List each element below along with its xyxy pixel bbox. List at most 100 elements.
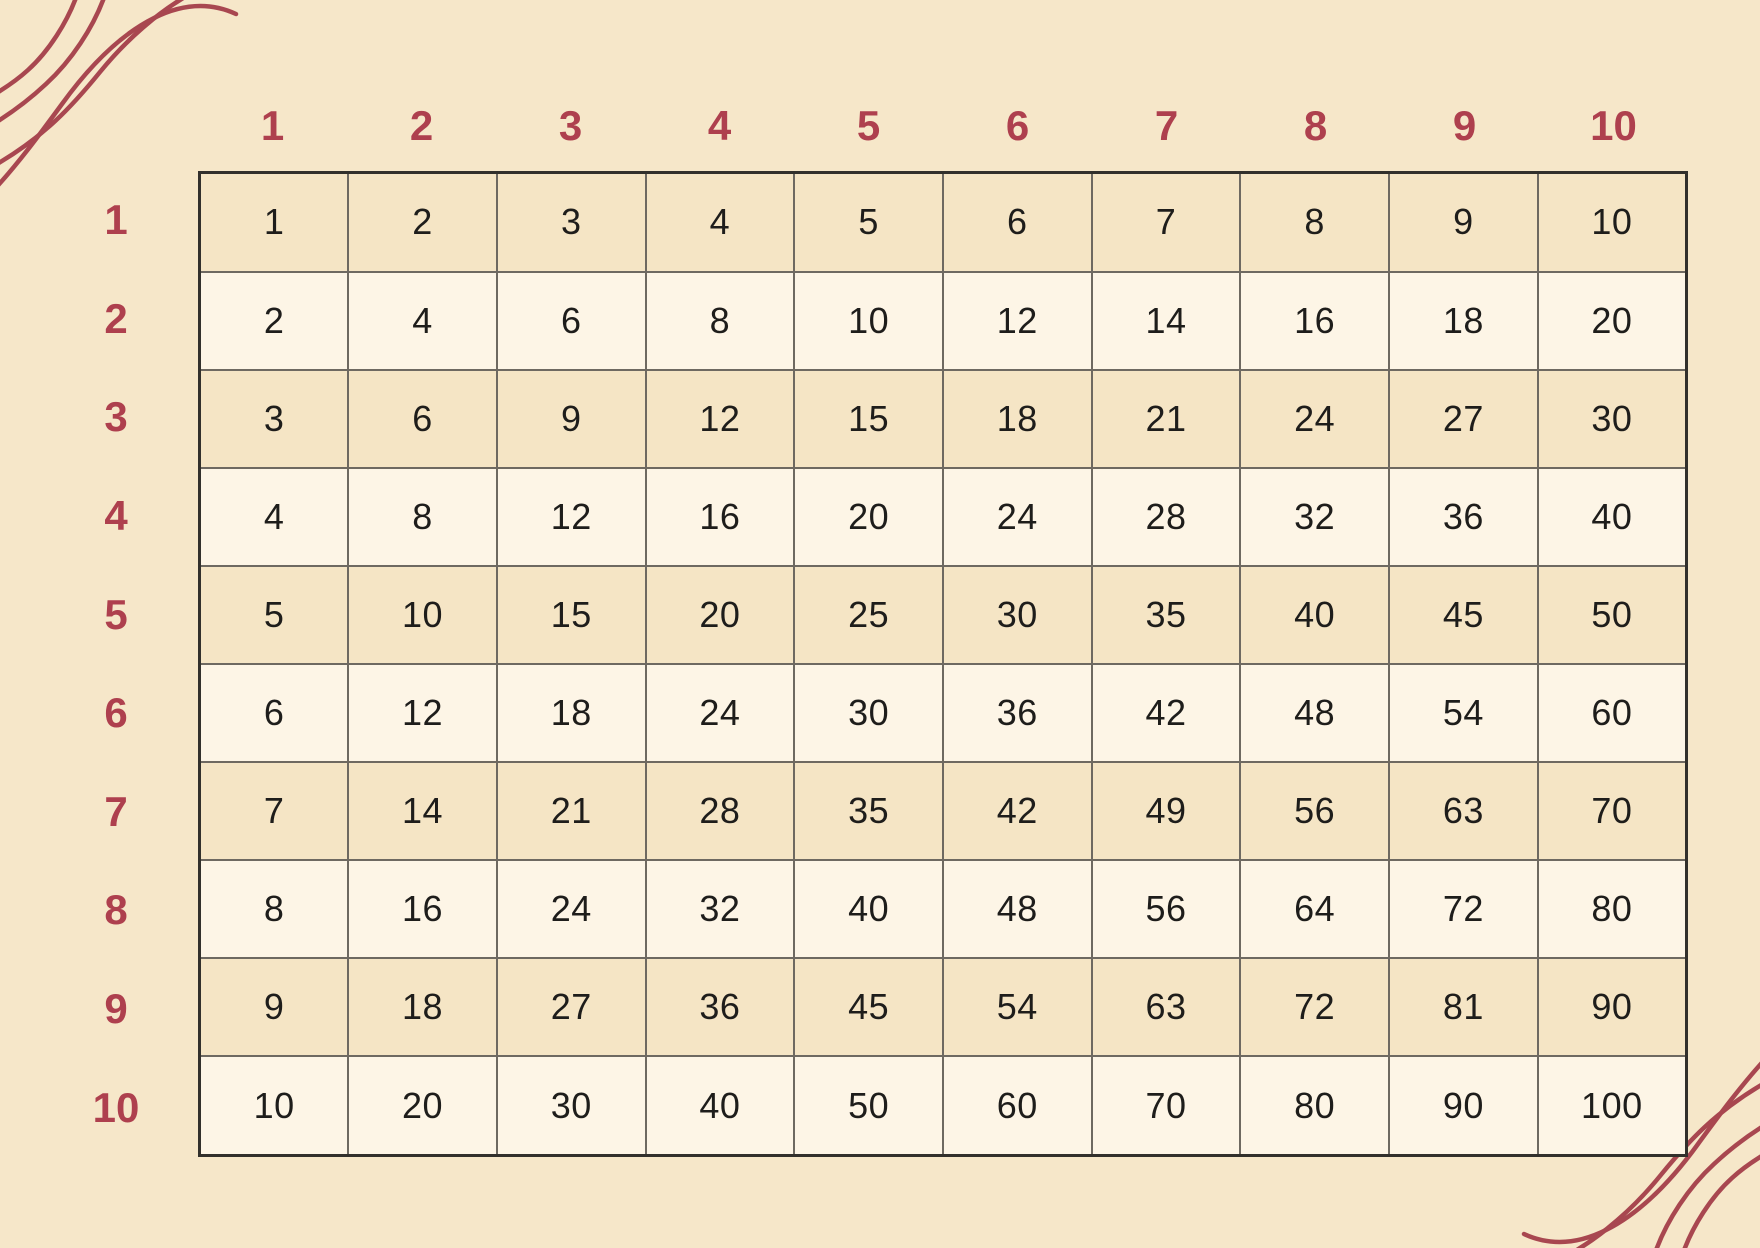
wavy-line [0,0,78,94]
table-cell: 14 [1090,270,1242,371]
row-header: 6 [104,689,128,737]
table-cell: 5 [198,564,350,665]
table-cell: 10 [1536,171,1688,273]
table-cell: 72 [1388,859,1539,960]
table-cell: 49 [1090,761,1242,862]
table-cell: 30 [941,564,1093,665]
table-cell: 12 [347,662,498,764]
table-cell: 90 [1388,1055,1539,1157]
table-cell: 32 [644,859,796,960]
table-cell: 70 [1090,1055,1242,1157]
table-cell: 7 [198,761,350,862]
table-cell: 10 [198,1055,350,1157]
column-header: 7 [1154,102,1179,149]
table-cell: 48 [1239,662,1390,764]
table-cell: 72 [1239,957,1390,1058]
table-cell: 30 [793,662,944,764]
table-cell: 60 [1536,662,1688,764]
table-cell: 2 [347,171,498,273]
table-cell: 20 [347,1055,498,1157]
row-header: 10 [92,1083,140,1131]
row-header: 4 [104,492,128,540]
table-cell: 10 [793,270,944,371]
table-cell: 30 [1536,368,1688,469]
multiplication-table-body: 1 2 3 4 5 6 7 8 9 10 2 4 6 8 10 12 14 16 18 20 3 6 9 12 15 18 21 24… [198,171,1688,1157]
table-cell: 1 [198,171,350,273]
table-cell: 42 [1090,662,1242,764]
table-cell: 12 [941,270,1093,371]
table-cell: 21 [1090,368,1242,469]
table-row: 8 16 24 32 40 48 56 64 72 80 [198,859,1688,960]
table-cell: 81 [1388,957,1539,1058]
column-headers: 1 2 3 4 5 6 7 8 9 10 [198,96,1688,156]
table-cell: 4 [347,270,498,371]
table-cell: 4 [198,466,350,567]
table-cell: 40 [644,1055,796,1157]
row-header: 1 [104,196,128,244]
column-header: 8 [1303,102,1328,149]
table-cell: 36 [1388,466,1539,567]
table-cell: 80 [1536,859,1688,960]
table-cell: 15 [495,564,647,665]
table-cell: 9 [198,957,350,1058]
column-header: 6 [1005,102,1030,149]
table-cell: 54 [1388,662,1539,764]
table-cell: 20 [644,564,796,665]
table-cell: 8 [644,270,796,371]
table-cell: 64 [1239,859,1390,960]
table-cell: 56 [1239,761,1390,862]
table-cell: 63 [1388,761,1539,862]
table-cell: 28 [644,761,796,862]
table-cell: 21 [495,761,647,862]
table-row: 6 12 18 24 30 36 42 48 54 60 [198,662,1688,764]
wavy-line [1679,1148,1760,1248]
table-cell: 60 [941,1055,1093,1157]
table-cell: 16 [347,859,498,960]
table-cell: 25 [793,564,944,665]
column-header: 4 [707,102,732,149]
table-cell: 50 [793,1055,944,1157]
row-header: 3 [104,393,128,441]
row-header: 7 [104,787,128,835]
table-cell: 56 [1090,859,1242,960]
table-row: 4 8 12 16 20 24 28 32 36 40 [198,466,1688,567]
table-cell: 16 [644,466,796,567]
table-cell: 6 [495,270,647,371]
column-header: 10 [1590,102,1637,149]
table-cell: 63 [1090,957,1242,1058]
table-cell: 30 [495,1055,647,1157]
table-cell: 10 [347,564,498,665]
table-cell: 24 [941,466,1093,567]
row-header: 5 [104,590,128,638]
table-cell: 3 [495,171,647,273]
table-cell: 6 [941,171,1093,273]
table-cell: 16 [1239,270,1390,371]
column-header: 5 [856,102,881,149]
column-header: 2 [409,102,434,149]
table-cell: 12 [495,466,647,567]
table-cell: 8 [1239,171,1390,273]
table-row: 10 20 30 40 50 60 70 80 90 100 [198,1055,1688,1157]
table-cell: 80 [1239,1055,1390,1157]
table-cell: 45 [793,957,944,1058]
table-cell: 48 [941,859,1093,960]
table-cell: 24 [644,662,796,764]
table-cell: 40 [1239,564,1390,665]
column-header: 9 [1452,102,1477,149]
multiplication-table: 1 2 3 4 5 6 7 8 9 10 2 4 6 8 10 12 14 16 18 20 3 6 9 12 15 18 21 24… [198,171,1688,1157]
table-cell: 18 [941,368,1093,469]
table-cell: 9 [495,368,647,469]
table-cell: 18 [1388,270,1539,371]
table-cell: 18 [347,957,498,1058]
table-cell: 24 [1239,368,1390,469]
column-header: 3 [558,102,583,149]
table-row: 1 2 3 4 5 6 7 8 9 10 [198,171,1688,273]
table-cell: 90 [1536,957,1688,1058]
table-cell: 100 [1536,1055,1688,1157]
table-cell: 6 [198,662,350,764]
table-cell: 14 [347,761,498,862]
table-cell: 32 [1239,466,1390,567]
table-cell: 9 [1388,171,1539,273]
column-header: 1 [260,102,285,149]
table-cell: 8 [347,466,498,567]
